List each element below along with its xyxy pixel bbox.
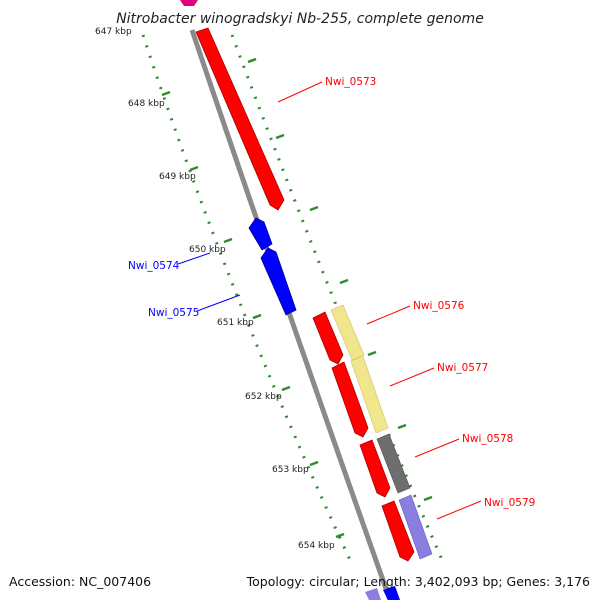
gene-leader-nwi-0579 bbox=[436, 500, 482, 520]
gene-label-nwi-0578[interactable]: Nwi_0578 bbox=[462, 433, 513, 445]
cog-bar-nwi-0578 bbox=[376, 433, 411, 494]
gene-arrow-nwi-0577[interactable] bbox=[331, 361, 369, 438]
map-title: Nitrobacter winogradskyi Nb-255, complet… bbox=[116, 11, 484, 27]
gene-leader-nwi-0574 bbox=[177, 252, 211, 265]
cog-bar-nwi-0576 bbox=[330, 304, 365, 361]
accession-text: Accession: NC_007406 bbox=[9, 574, 151, 589]
gene-leader-nwi-0575 bbox=[196, 294, 241, 312]
genome-summary-text: Topology: circular; Length: 3,402,093 bp… bbox=[246, 574, 590, 589]
cog-bar-nwi-0579 bbox=[398, 494, 433, 560]
gene-arrow-nwi-0579[interactable] bbox=[381, 500, 415, 562]
tick-label: 654 kbp bbox=[298, 541, 335, 551]
gene-label-nwi-0573[interactable]: Nwi_0573 bbox=[325, 76, 376, 88]
inner-tick-track bbox=[141, 34, 352, 561]
tick-label: 652 kbp bbox=[245, 392, 282, 402]
gene-arrow-nwi-0576[interactable] bbox=[312, 311, 344, 365]
genome-backbone bbox=[189, 29, 393, 600]
partial-gene-top bbox=[180, 0, 198, 6]
outer-major-ticks bbox=[247, 57, 433, 502]
gene-arrow-nwi-0575[interactable] bbox=[260, 247, 297, 316]
outer-tick-track bbox=[230, 34, 444, 561]
partial-gene-bottom-purple bbox=[365, 588, 381, 600]
gene-leader-nwi-0573 bbox=[277, 81, 323, 103]
gene-arrow-nwi-0574[interactable] bbox=[248, 217, 273, 251]
gene-leader-nwi-0578 bbox=[414, 438, 460, 458]
cog-bar-nwi-0577 bbox=[350, 355, 389, 434]
gene-leader-nwi-0576 bbox=[366, 305, 411, 325]
gene-arrow-nwi-0573[interactable] bbox=[195, 27, 285, 211]
gene-label-nwi-0576[interactable]: Nwi_0576 bbox=[413, 300, 465, 312]
gene-label-nwi-0577[interactable]: Nwi_0577 bbox=[437, 362, 488, 374]
gene-label-nwi-0579[interactable]: Nwi_0579 bbox=[484, 497, 535, 509]
tick-label: 649 kbp bbox=[159, 172, 196, 182]
gene-label-nwi-0575[interactable]: Nwi_0575 bbox=[148, 307, 199, 319]
gene-arrow-nwi-0578[interactable] bbox=[359, 439, 391, 498]
gene-label-nwi-0574[interactable]: Nwi_0574 bbox=[128, 260, 180, 272]
tick-label: 651 kbp bbox=[217, 318, 254, 328]
gene-leader-nwi-0577 bbox=[389, 367, 435, 387]
inner-major-ticks bbox=[161, 90, 345, 539]
partial-gene-bottom-blue bbox=[383, 586, 400, 600]
tick-label: 647 kbp bbox=[95, 27, 132, 37]
tick-label: 648 kbp bbox=[128, 99, 165, 109]
tick-label: 650 kbp bbox=[189, 245, 226, 255]
tick-label: 653 kbp bbox=[272, 465, 309, 475]
